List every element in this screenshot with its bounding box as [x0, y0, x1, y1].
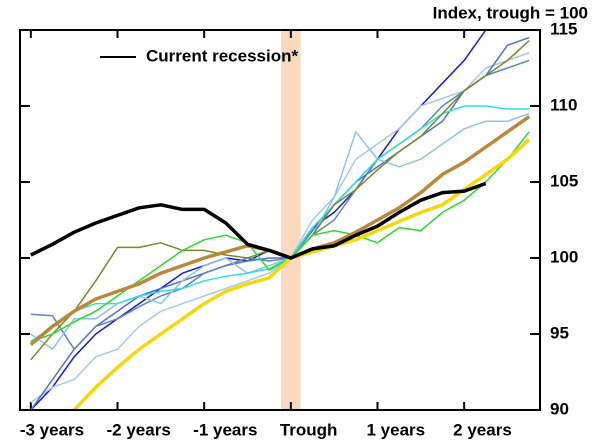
x-tick-label: 2 years: [453, 420, 512, 439]
y-tick-label: 90: [550, 399, 569, 418]
series-line: [72, 138, 531, 410]
y-tick-label: 110: [550, 95, 577, 114]
y-tick-label: 105: [550, 171, 578, 190]
x-tick-label: -3 years: [20, 420, 84, 439]
y-tick-label: 115: [550, 19, 577, 38]
series-line: [29, 115, 531, 346]
x-tick-label: -1 years: [193, 420, 257, 439]
x-tick-label: 1 years: [367, 420, 426, 439]
series-line: [30, 105, 530, 343]
series-line: [30, 181, 487, 260]
legend-label: Current recession*: [146, 46, 298, 65]
plot-frame: [19, 29, 541, 411]
series-line: [30, 131, 530, 343]
series-line: [30, 112, 530, 350]
series-line: [30, 59, 530, 350]
y-tick-label: 95: [550, 323, 569, 342]
trough-band: [281, 30, 301, 410]
plot-area: [29, 30, 531, 410]
series-line: [30, 36, 530, 410]
x-tick-label: -2 years: [107, 420, 171, 439]
x-tick-label: Trough: [280, 420, 338, 439]
series-line: [30, 30, 487, 410]
y-tick-label: 100: [550, 247, 578, 266]
y-axis-label: Index, trough = 100: [433, 3, 588, 22]
